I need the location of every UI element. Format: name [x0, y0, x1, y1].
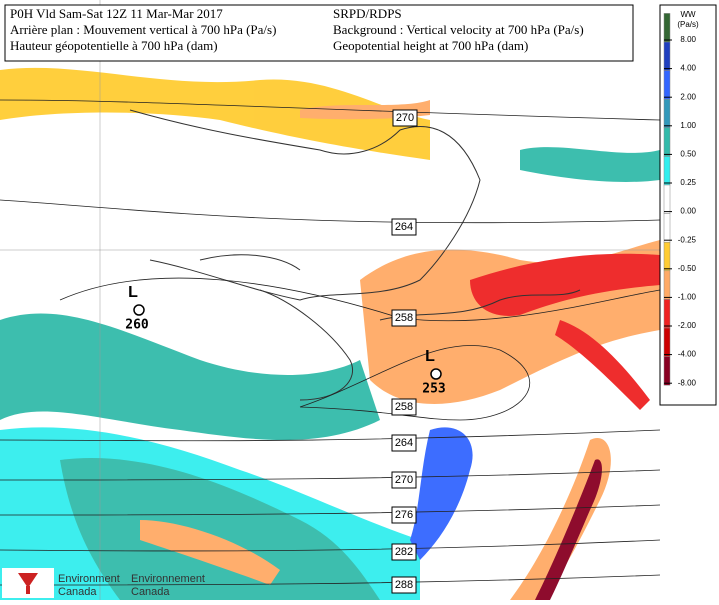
footer-text: Canada [131, 586, 170, 598]
contour-labels: 270 264 258 258 264 270 276 282 288 L 260 L 253 [125, 109, 446, 594]
low-value: 260 [125, 318, 149, 333]
footer-text: Environment [58, 573, 120, 585]
legend-swatch [663, 270, 671, 300]
contour-label-box [391, 218, 417, 236]
legend-swatch [663, 13, 671, 43]
header-line: Geopotential height at 700 hPa (dam) [333, 38, 528, 53]
legend-label: -0.50 [678, 264, 697, 273]
contour-label-box [391, 309, 417, 327]
legend-label: 4.00 [680, 64, 696, 73]
legend-swatch [663, 98, 671, 129]
header-line: Background : Vertical velocity at 700 hP… [333, 22, 584, 37]
contour-label: 288 [395, 579, 413, 591]
contour-label-box [391, 543, 417, 561]
header-line: Hauteur géopotentielle à 700 hPa (dam) [10, 38, 218, 53]
legend-swatch [663, 241, 671, 272]
legend-label: 8.00 [680, 35, 696, 44]
contour-label-box [391, 576, 417, 594]
header-line: P0H Vld Sam-Sat 12Z 11 Mar-Mar 2017 [10, 6, 223, 21]
contour-label-box [391, 506, 417, 524]
low-symbol: L [128, 284, 138, 301]
legend-label: -1.00 [678, 293, 697, 302]
legend-swatch [663, 127, 671, 157]
low-value: 253 [422, 382, 445, 397]
legend-swatch [663, 299, 671, 329]
contour-label: 264 [395, 221, 413, 233]
legend-swatch [663, 184, 671, 214]
header-box [4, 4, 634, 62]
legend-label: 2.00 [680, 92, 696, 101]
low-symbol: L [425, 348, 435, 365]
legend: WW(Pa/s) 8.00 4.00 2.00 1.00 0.50 0.25 0.00 -0.2… [663, 10, 699, 387]
contour-label: 270 [396, 112, 414, 124]
legend-title: WW [680, 10, 696, 19]
legend-label: 0.50 [680, 150, 696, 159]
footer-logo [2, 568, 54, 598]
legend-swatch [663, 70, 671, 100]
contour-label: 282 [395, 546, 413, 558]
footer-text: Canada [58, 586, 97, 598]
legend-unit: (Pa/s) [677, 20, 699, 29]
contour-label: 258 [395, 401, 413, 413]
header-line: Arrière plan : Mouvement vertical à 700 … [10, 22, 276, 37]
legend-swatch [663, 327, 671, 357]
field [0, 67, 660, 600]
footer-text: Environnement [131, 573, 205, 585]
legend-swatch [663, 41, 671, 71]
contour-label: 276 [395, 509, 413, 521]
contour-label: 258 [395, 312, 413, 324]
contour-label-box [391, 471, 417, 489]
contour-label: 264 [395, 437, 413, 449]
contour-label-box [392, 109, 418, 127]
header-line: SRPD/RDPS [333, 6, 402, 21]
legend-label: 0.00 [680, 207, 696, 216]
legend-label: -0.25 [678, 235, 697, 244]
contour-label-box [391, 398, 417, 416]
contour-label: 270 [395, 474, 413, 486]
legend-label: 0.25 [680, 178, 696, 187]
legend-label: -8.00 [678, 378, 697, 387]
legend-swatch [663, 356, 671, 386]
legend-label: -4.00 [678, 350, 697, 359]
legend-swatch [663, 156, 671, 186]
legend-swatch [663, 213, 671, 243]
legend-label: 1.00 [680, 121, 696, 130]
low-center [430, 368, 442, 380]
contour-label-box [391, 434, 417, 452]
low-center [133, 304, 145, 316]
header: P0H Vld Sam-Sat 12Z 11 Mar-Mar 2017Arriè… [10, 6, 584, 53]
legend-label: -2.00 [678, 321, 697, 330]
